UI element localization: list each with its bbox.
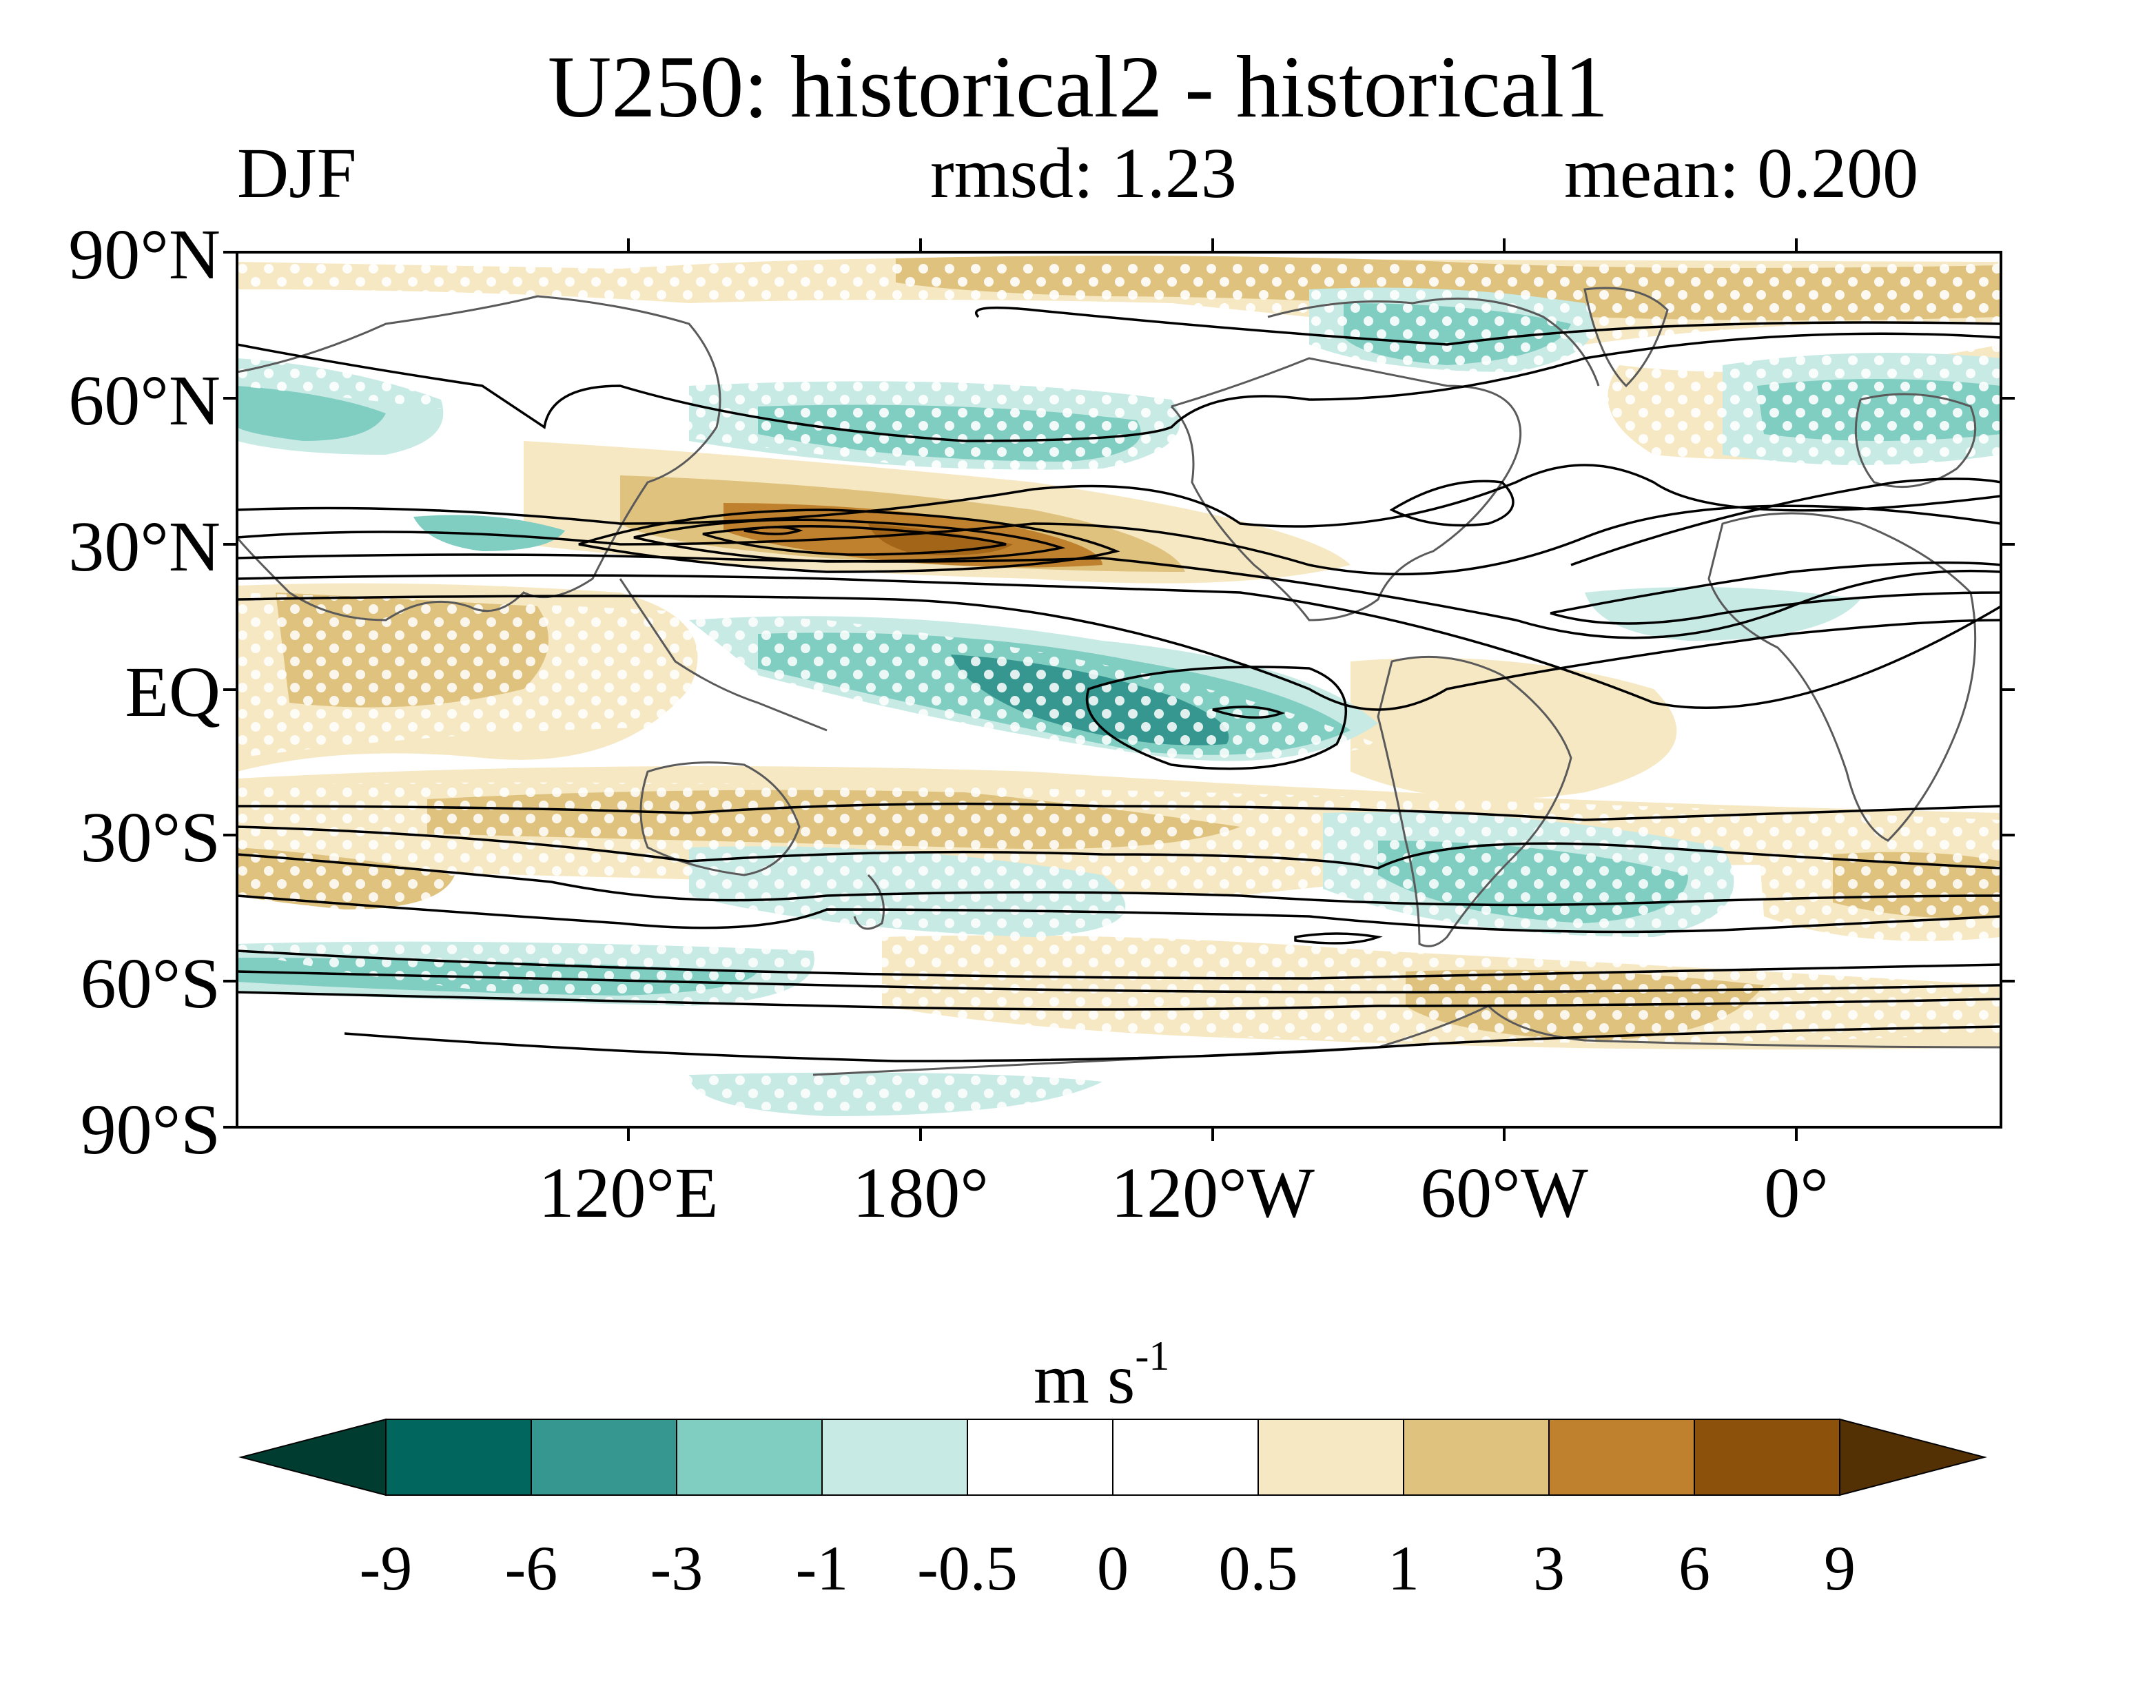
coast-arctic-canada bbox=[1267, 297, 1600, 387]
colorbar-label-4: -1 bbox=[795, 1533, 849, 1603]
contour-jet-inner1 bbox=[578, 508, 1120, 573]
contour-sh-4 bbox=[237, 894, 2001, 934]
stipple-north bbox=[237, 262, 2001, 503]
colorbar-extend-left bbox=[238, 1418, 387, 1496]
colorbar-units: m s-1 bbox=[1034, 1335, 1169, 1415]
contour-sh-6 bbox=[237, 970, 2001, 994]
coastlines bbox=[237, 287, 2001, 1076]
lat-label-30n: 30°N bbox=[68, 507, 220, 586]
contour-tropical-small bbox=[1212, 706, 1285, 719]
contour-sh-5 bbox=[237, 949, 2001, 980]
contour-sh-2 bbox=[237, 825, 2001, 870]
colorbar-box-3 bbox=[676, 1419, 823, 1496]
contour-2 bbox=[974, 306, 2001, 346]
lat-label-90n: 90°N bbox=[68, 215, 220, 294]
colorbar-extend-right bbox=[1839, 1418, 1987, 1496]
shade-tropics-atlantic bbox=[1351, 658, 1677, 799]
climatology-contours bbox=[237, 306, 2001, 1062]
coast-north-america bbox=[1170, 357, 1522, 621]
map-area bbox=[237, 252, 2001, 1127]
colorbar bbox=[238, 1418, 1987, 1496]
contour-6 bbox=[237, 574, 2001, 709]
coast-seasia bbox=[619, 578, 828, 732]
units-base: m s bbox=[1034, 1339, 1136, 1419]
lat-label-30s: 30°S bbox=[80, 798, 220, 877]
lat-label-60n: 60°N bbox=[68, 361, 220, 440]
lat-label-90s: 90°S bbox=[80, 1090, 220, 1169]
colorbar-box-7 bbox=[1257, 1419, 1404, 1496]
lat-label-eq: EQ bbox=[125, 652, 220, 732]
contour-jet-inner3 bbox=[702, 525, 1007, 556]
colorbar-label-3: -3 bbox=[650, 1533, 704, 1603]
colorbar-box-4 bbox=[821, 1419, 968, 1496]
shade-tropical-atlantic-midteal bbox=[413, 515, 565, 551]
colorbar-label-5: -0.5 bbox=[917, 1533, 1018, 1603]
colorbar-label-7: 0.5 bbox=[1218, 1533, 1298, 1603]
units-exponent: -1 bbox=[1135, 1333, 1170, 1379]
lat-label-60s: 60°S bbox=[80, 944, 220, 1023]
axis-ticks bbox=[223, 238, 2015, 1141]
coast-greenland bbox=[1583, 287, 1669, 388]
contour-atlantic-jet2 bbox=[1570, 477, 2001, 566]
coast-africa bbox=[1707, 512, 1977, 842]
contour-tropical-loop bbox=[1085, 666, 1348, 770]
contour-7 bbox=[237, 595, 2001, 711]
contour-atlantic-jet bbox=[1389, 480, 1515, 527]
stipple-antarctic bbox=[689, 1047, 2001, 1112]
contour-sh-8 bbox=[344, 1025, 2001, 1062]
coast-newzealand bbox=[853, 874, 885, 930]
colorbar-box-9 bbox=[1548, 1419, 1695, 1496]
colorbar-label-2: -6 bbox=[504, 1533, 558, 1603]
lon-label-0: 0° bbox=[1764, 1153, 1829, 1233]
contour-3 bbox=[237, 464, 2001, 528]
contour-4 bbox=[237, 504, 2001, 576]
colorbar-box-1 bbox=[385, 1419, 532, 1496]
contour-1 bbox=[237, 332, 2001, 442]
colorbar-label-9: 3 bbox=[1533, 1533, 1565, 1603]
colorbar-box-8 bbox=[1403, 1419, 1550, 1496]
contour-jet-core bbox=[743, 526, 803, 535]
colorbar-label-11: 9 bbox=[1824, 1533, 1856, 1603]
contour-5 bbox=[237, 553, 2001, 639]
lon-label-180: 180° bbox=[852, 1153, 989, 1233]
colorbar-box-5 bbox=[967, 1419, 1113, 1496]
colorbar-label-10: 6 bbox=[1678, 1533, 1710, 1603]
shade-eurasia-midteal bbox=[237, 386, 386, 441]
lon-label-120w: 120°W bbox=[1111, 1153, 1315, 1233]
colorbar-box-10 bbox=[1694, 1419, 1840, 1496]
colorbar-box-2 bbox=[531, 1419, 677, 1496]
mean-label: mean: 0.200 bbox=[1564, 134, 1919, 213]
colorbar-box-6 bbox=[1112, 1419, 1259, 1496]
contour-africa-jet bbox=[1550, 561, 2001, 625]
colorbar-label-1: -9 bbox=[359, 1533, 413, 1603]
coast-australia bbox=[639, 761, 801, 876]
coast-eurasia bbox=[237, 295, 721, 621]
colorbar-label-8: 1 bbox=[1388, 1533, 1419, 1603]
lon-label-60w: 60°W bbox=[1420, 1153, 1588, 1233]
contour-sh-1 bbox=[237, 802, 2001, 821]
plot-title: U250: historical2 - historical1 bbox=[547, 38, 1609, 136]
contour-sh-3 bbox=[237, 853, 2001, 907]
season-label: DJF bbox=[237, 134, 357, 213]
rmsd-label: rmsd: 1.23 bbox=[930, 134, 1237, 213]
contour-jet-inner2 bbox=[633, 518, 1066, 563]
colorbar-label-6: 0 bbox=[1097, 1533, 1129, 1603]
coast-europe bbox=[1854, 393, 1977, 488]
coast-antarctica bbox=[812, 1005, 2001, 1076]
lon-label-120e: 120°E bbox=[538, 1153, 719, 1233]
coast-south-america bbox=[1377, 655, 1572, 947]
contour-sh-7 bbox=[237, 991, 2001, 1011]
contour-sh-loop bbox=[1294, 932, 1383, 945]
